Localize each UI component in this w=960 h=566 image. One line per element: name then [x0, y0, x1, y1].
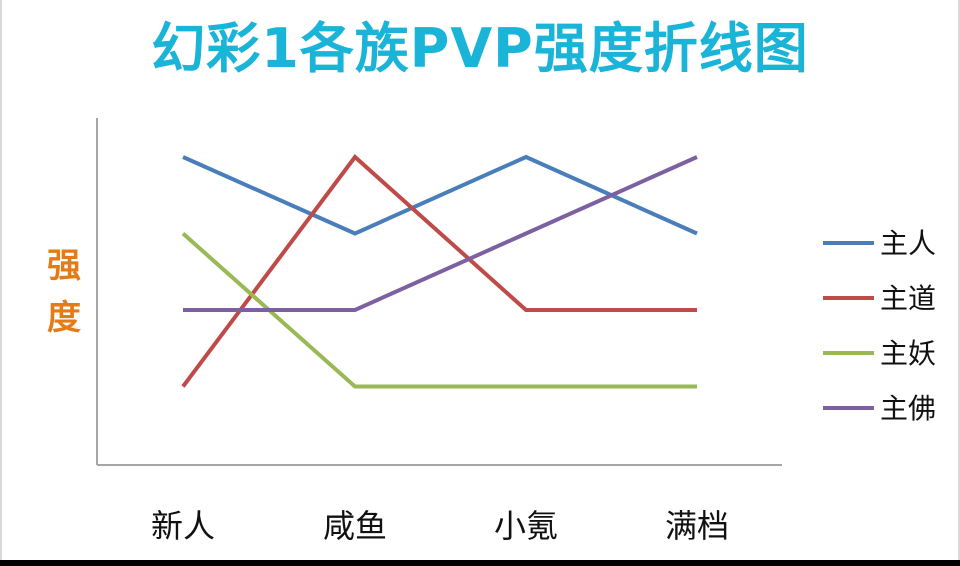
legend-label: 主人 — [880, 227, 936, 260]
x-tick-label: 新人 — [151, 507, 215, 545]
x-tick-labels: 新人 咸鱼 小氪 满档 — [151, 507, 729, 545]
bottom-edge — [0, 560, 960, 566]
legend-label: 主佛 — [880, 392, 936, 425]
axes — [96, 118, 782, 466]
x-tick-label: 满档 — [665, 507, 729, 545]
y-axis-label-char-1: 强 — [47, 246, 81, 286]
series-line-4 — [183, 155, 698, 312]
x-tick-label: 小氪 — [494, 507, 558, 545]
chart-title: 幻彩1各族PVP强度折线图 — [151, 17, 809, 80]
x-tick-label: 咸鱼 — [323, 507, 387, 545]
series-line-2 — [181, 154, 697, 388]
y-axis-label: 强 度 — [47, 246, 81, 338]
y-axis-label-char-2: 度 — [47, 298, 81, 338]
legend-label: 主道 — [880, 282, 936, 315]
series-line-1 — [182, 154, 698, 236]
series-layer — [181, 154, 698, 389]
legend-label: 主妖 — [880, 337, 936, 370]
